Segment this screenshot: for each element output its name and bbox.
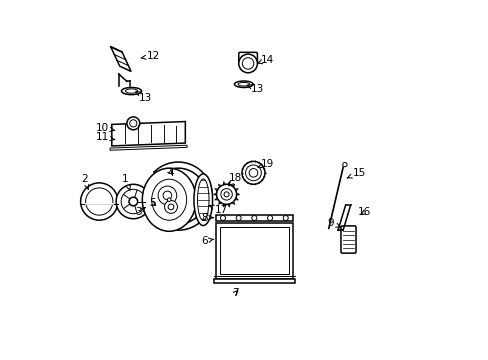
- Circle shape: [163, 191, 171, 200]
- Ellipse shape: [234, 81, 253, 87]
- Ellipse shape: [194, 174, 212, 226]
- Circle shape: [85, 188, 113, 215]
- Text: 18: 18: [228, 173, 242, 186]
- Circle shape: [242, 161, 264, 184]
- Circle shape: [158, 186, 176, 205]
- Polygon shape: [110, 47, 131, 72]
- Text: 4: 4: [167, 168, 174, 178]
- Circle shape: [129, 120, 137, 127]
- Circle shape: [216, 184, 236, 204]
- Bar: [214, 279, 294, 283]
- Circle shape: [342, 162, 346, 167]
- Text: 1: 1: [122, 174, 130, 190]
- Ellipse shape: [121, 87, 142, 95]
- Text: 14: 14: [258, 55, 274, 65]
- Text: 9: 9: [326, 218, 340, 228]
- Circle shape: [243, 264, 253, 274]
- Text: 16: 16: [357, 207, 370, 217]
- Text: 2: 2: [81, 174, 89, 190]
- Circle shape: [150, 202, 158, 210]
- Circle shape: [147, 199, 160, 212]
- Circle shape: [236, 216, 241, 221]
- Polygon shape: [112, 122, 185, 146]
- Circle shape: [167, 198, 171, 202]
- FancyBboxPatch shape: [215, 223, 292, 279]
- Circle shape: [245, 165, 261, 181]
- Circle shape: [129, 197, 137, 206]
- Ellipse shape: [238, 82, 249, 86]
- Text: 3: 3: [135, 207, 145, 217]
- Circle shape: [220, 216, 225, 221]
- Circle shape: [267, 216, 272, 221]
- Text: 7: 7: [232, 288, 238, 298]
- FancyBboxPatch shape: [220, 227, 288, 274]
- Circle shape: [221, 189, 232, 200]
- Text: 19: 19: [258, 159, 274, 169]
- Circle shape: [224, 192, 228, 197]
- Circle shape: [238, 54, 257, 73]
- Circle shape: [168, 204, 174, 210]
- Text: 13: 13: [247, 84, 263, 94]
- Circle shape: [164, 201, 177, 213]
- Circle shape: [283, 216, 287, 221]
- Circle shape: [251, 216, 256, 221]
- Text: 6: 6: [201, 236, 213, 246]
- Ellipse shape: [151, 179, 186, 220]
- Ellipse shape: [142, 168, 196, 231]
- Text: 15: 15: [346, 168, 365, 178]
- Text: 10: 10: [96, 123, 115, 133]
- Bar: [215, 215, 292, 221]
- Circle shape: [81, 183, 118, 220]
- Circle shape: [116, 184, 150, 219]
- Text: 8: 8: [201, 213, 213, 222]
- Text: 11: 11: [96, 132, 115, 142]
- Circle shape: [121, 189, 145, 214]
- Circle shape: [249, 168, 257, 177]
- Circle shape: [126, 117, 140, 130]
- Text: 12: 12: [141, 51, 160, 61]
- Circle shape: [242, 58, 253, 69]
- Text: 13: 13: [136, 91, 152, 103]
- Text: 17: 17: [209, 205, 227, 216]
- Ellipse shape: [125, 89, 137, 93]
- FancyBboxPatch shape: [238, 52, 257, 63]
- Polygon shape: [110, 145, 187, 150]
- Text: 5: 5: [149, 198, 155, 208]
- FancyBboxPatch shape: [340, 226, 355, 253]
- Ellipse shape: [197, 179, 208, 221]
